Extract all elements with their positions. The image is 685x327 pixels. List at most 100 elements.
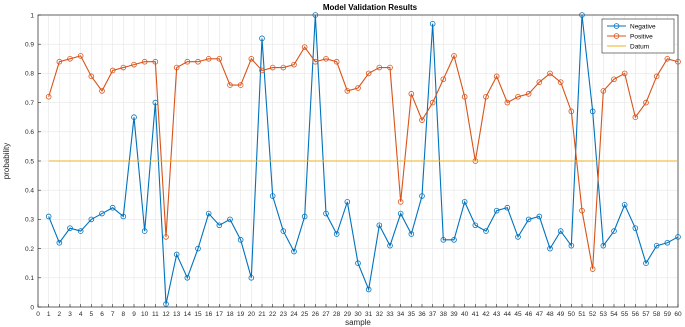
y-tick-label: 0.7	[25, 100, 34, 107]
negative-point	[173, 251, 180, 258]
positive-point	[344, 88, 351, 94]
negative-point	[291, 248, 297, 255]
positive-point	[493, 73, 500, 80]
negative-point	[632, 225, 639, 231]
negative-point	[376, 222, 383, 229]
x-tick-label: 47	[536, 311, 544, 318]
y-tick-label: 1	[30, 12, 34, 19]
x-tick-label: 42	[482, 311, 490, 318]
negative-point	[333, 231, 340, 237]
negative-point	[568, 242, 575, 249]
negative-point	[461, 199, 468, 205]
negative-point	[269, 193, 276, 199]
negative-point	[440, 237, 447, 243]
positive-point	[99, 88, 105, 94]
positive-point	[269, 64, 276, 71]
negative-point	[675, 234, 681, 240]
negative-point	[419, 193, 425, 199]
x-tick-label: 36	[418, 311, 426, 318]
x-tick-label: 41	[472, 311, 480, 318]
x-tick-label: 6	[100, 311, 104, 318]
positive-point	[515, 93, 521, 100]
positive-point	[611, 76, 617, 83]
negative-point	[600, 242, 607, 249]
negative-point	[621, 202, 628, 208]
negative-point	[451, 237, 457, 243]
x-tick-label: 57	[642, 311, 650, 318]
negative-point	[88, 216, 95, 223]
x-tick-label: 56	[632, 311, 640, 318]
legend-item-positive: Positive	[607, 33, 653, 40]
x-tick-label: 59	[664, 311, 672, 318]
negative-point	[547, 245, 553, 252]
y-tick-label: 0.1	[25, 275, 34, 282]
negative-point	[141, 228, 148, 234]
x-tick-label: 5	[90, 311, 94, 318]
positive-line	[48, 46, 679, 270]
x-tick-label: 9	[132, 311, 136, 318]
positive-point	[88, 73, 95, 80]
negative-point	[536, 213, 543, 220]
positive-point	[173, 64, 180, 71]
positive-point	[483, 93, 489, 100]
x-tick-label: 55	[621, 311, 629, 318]
x-tick-label: 51	[578, 311, 586, 318]
positive-point	[461, 93, 468, 100]
negative-point	[259, 35, 265, 42]
positive-point	[205, 55, 212, 62]
x-tick-label: 40	[461, 311, 469, 318]
x-tick-label: 1	[47, 311, 51, 318]
legend-label-negative: Negative	[630, 23, 656, 30]
positive-point	[547, 70, 553, 77]
positive-point	[152, 58, 159, 65]
x-tick-label: 2	[58, 311, 62, 318]
legend-label-positive: Positive	[630, 33, 653, 40]
negative-line	[48, 14, 679, 305]
positive-point	[536, 79, 543, 85]
x-tick-label: 22	[269, 311, 277, 318]
x-tick-label: 60	[674, 311, 682, 318]
y-axis-title: probability	[2, 143, 11, 179]
positive-point	[227, 82, 233, 88]
negative-point	[579, 12, 585, 18]
x-tick-label: 35	[408, 311, 416, 318]
negative-point	[312, 12, 319, 18]
y-tick-label: 0.9	[25, 42, 34, 49]
negative-point	[56, 239, 63, 246]
x-tick-label: 15	[194, 311, 202, 318]
negative-point	[45, 213, 52, 220]
negative-point	[365, 286, 372, 293]
negative-point	[227, 216, 233, 223]
x-tick-label: 14	[184, 311, 192, 318]
negative-point	[429, 20, 436, 27]
positive-point	[440, 76, 447, 83]
x-tick-label: 44	[504, 311, 512, 318]
positive-point	[419, 117, 425, 123]
x-tick-label: 27	[322, 311, 330, 318]
negative-point	[216, 222, 223, 229]
x-tick-label: 58	[653, 311, 661, 318]
y-tick-label: 0.6	[25, 129, 34, 136]
x-tick-label: 31	[365, 311, 373, 318]
negative-point	[643, 260, 649, 267]
negative-point	[515, 234, 521, 240]
x-tick-label: 37	[429, 311, 437, 318]
negative-point	[589, 108, 596, 115]
positive-point	[621, 70, 628, 77]
negative-point	[67, 225, 73, 231]
x-tick-label: 19	[237, 311, 245, 318]
positive-point	[557, 79, 564, 85]
positive-point	[664, 55, 671, 62]
positive-point	[333, 58, 340, 65]
positive-point	[195, 58, 201, 65]
negative-point	[408, 231, 415, 237]
y-tick-label: 0.5	[25, 158, 34, 165]
x-tick-label: 16	[205, 311, 213, 318]
positive-point	[237, 82, 244, 88]
negative-point	[109, 204, 116, 211]
positive-point	[600, 88, 607, 94]
x-tick-label: 34	[397, 311, 405, 318]
x-tick-label: 28	[333, 311, 341, 318]
x-tick-label: 53	[600, 311, 608, 318]
